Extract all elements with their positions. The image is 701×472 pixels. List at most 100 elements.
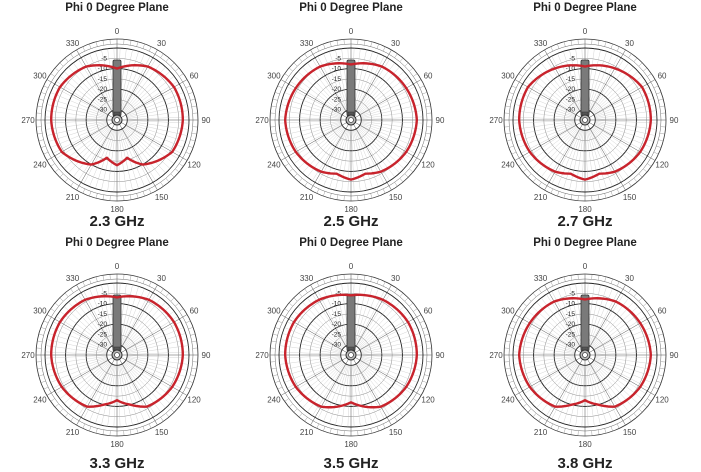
angular-gridline (539, 417, 542, 421)
angular-gridline (643, 169, 647, 172)
angular-tick-label: 150 (389, 428, 403, 437)
angular-gridline (617, 189, 619, 194)
fine-gridline (516, 358, 574, 376)
angular-tick-label: 30 (157, 39, 166, 48)
angular-tick-label: 210 (534, 428, 548, 437)
angular-tick-label: 60 (658, 307, 667, 316)
angular-gridline (166, 413, 169, 417)
angular-gridline (420, 86, 425, 88)
antenna-icon (346, 295, 356, 360)
antenna-icon (580, 60, 590, 125)
angular-gridline (137, 277, 138, 282)
angular-gridline (639, 63, 643, 67)
angular-gridline (523, 68, 527, 71)
angular-gridline (643, 404, 647, 407)
angular-gridline (643, 303, 647, 306)
angular-gridline (598, 40, 599, 45)
angular-gridline (305, 182, 308, 186)
angular-gridline (103, 430, 104, 435)
angular-gridline (617, 424, 619, 429)
radial-tick-label: -20 (566, 321, 576, 328)
angular-gridline (598, 275, 599, 280)
angular-gridline (294, 298, 298, 302)
angular-gridline (519, 399, 523, 402)
radial-tick-label: -10 (98, 301, 108, 308)
angular-tick-label: 330 (534, 274, 548, 283)
angular-gridline (611, 426, 613, 431)
angular-gridline (383, 424, 385, 429)
fine-gridline (354, 51, 372, 109)
polar-plot: 0306090120150180210240270300330-5-10-15-… (0, 0, 234, 235)
angular-gridline (571, 430, 572, 435)
angular-gridline (41, 92, 46, 94)
angular-gridline (171, 409, 175, 413)
radial-tick-label: -20 (98, 321, 108, 328)
angular-gridline (188, 92, 193, 94)
angular-tick-label: 270 (21, 116, 35, 125)
radial-tick-label: -20 (332, 321, 342, 328)
radial-tick-label: -30 (566, 107, 576, 114)
frequency-label: 3.3 GHz (0, 455, 234, 472)
angular-gridline (271, 133, 276, 134)
angular-gridline (149, 189, 151, 194)
angular-tick-label: 210 (300, 193, 314, 202)
angular-gridline (629, 54, 632, 58)
angular-gridline (130, 40, 131, 45)
angular-gridline (371, 277, 372, 282)
angular-gridline (371, 42, 372, 47)
angular-gridline (285, 309, 289, 312)
fine-gridline (592, 128, 633, 173)
angular-gridline (512, 86, 517, 88)
fine-gridline (552, 365, 580, 419)
angular-gridline (424, 334, 429, 335)
radial-tick-label: -25 (98, 96, 108, 103)
angular-gridline (37, 341, 42, 342)
angular-tick-label: 300 (33, 72, 47, 81)
fine-gridline (127, 333, 185, 351)
angular-gridline (424, 140, 429, 141)
angular-gridline (190, 99, 195, 100)
radial-tick-label: -30 (332, 107, 342, 114)
radial-tick-label: -5 (101, 55, 107, 62)
angular-gridline (96, 42, 97, 47)
angular-gridline (413, 164, 417, 167)
angular-gridline (639, 409, 643, 413)
angular-gridline (175, 303, 179, 306)
fine-gridline (127, 358, 185, 376)
angular-gridline (634, 293, 637, 297)
fine-gridline (536, 363, 577, 408)
angular-gridline (71, 417, 74, 421)
angular-gridline (323, 44, 325, 49)
angular-gridline (143, 279, 145, 284)
angular-gridline (509, 327, 514, 329)
angular-gridline (634, 178, 637, 182)
angular-gridline (271, 368, 276, 369)
angular-tick-label: 120 (421, 161, 435, 170)
angular-tick-label: 300 (501, 72, 515, 81)
angular-gridline (330, 42, 331, 47)
angular-gridline (171, 298, 175, 302)
angular-gridline (83, 282, 85, 287)
angular-gridline (660, 341, 665, 342)
angular-gridline (188, 381, 193, 383)
fine-gridline (358, 128, 399, 173)
angular-gridline (507, 99, 512, 100)
angular-gridline (289, 303, 293, 306)
angular-gridline (285, 164, 289, 167)
fine-gridline (595, 123, 653, 141)
antenna-icon (112, 295, 122, 360)
angular-gridline (55, 169, 59, 172)
angular-gridline (505, 106, 510, 107)
fine-gridline (120, 51, 138, 109)
angular-tick-label: 240 (267, 161, 281, 170)
angular-gridline (422, 327, 427, 329)
angular-gridline (395, 417, 398, 421)
angular-gridline (519, 309, 523, 312)
angular-tick-label: 120 (187, 161, 201, 170)
angular-tick-label: 240 (33, 161, 47, 170)
angular-gridline (96, 428, 97, 433)
frequency-label: 2.3 GHz (0, 213, 234, 230)
